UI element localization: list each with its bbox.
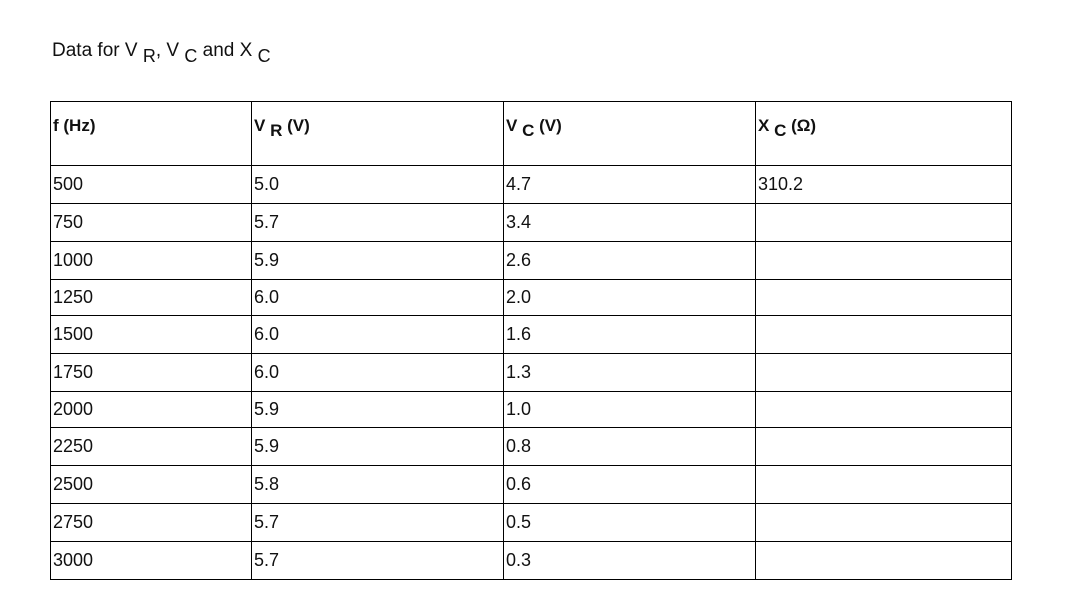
cell-vr: 5.7 bbox=[251, 503, 504, 542]
cell-vr: 5.7 bbox=[251, 203, 504, 242]
cell-frequency: 1500 bbox=[50, 315, 252, 354]
table-row: 3000 5.7 0.3 bbox=[50, 541, 1012, 580]
title-mid-1: , V bbox=[155, 40, 185, 61]
table-row: 2750 5.7 0.5 bbox=[50, 503, 1012, 542]
cell-vc: 1.6 bbox=[503, 315, 756, 354]
table-row: 2500 5.8 0.6 bbox=[50, 465, 1012, 504]
table-row: 750 5.7 3.4 bbox=[50, 203, 1012, 242]
cell-vc: 3.4 bbox=[503, 203, 756, 242]
cell-vc: 2.6 bbox=[503, 241, 756, 280]
header-vr-unit: (V) bbox=[282, 116, 310, 135]
table-row: 1250 6.0 2.0 bbox=[50, 279, 1012, 316]
header-xc-label: X bbox=[758, 116, 775, 135]
cell-xc bbox=[755, 353, 1012, 392]
header-vr: V R (V) bbox=[251, 101, 504, 166]
cell-xc bbox=[755, 503, 1012, 542]
table-row: 1750 6.0 1.3 bbox=[50, 353, 1012, 392]
cell-vc: 0.5 bbox=[503, 503, 756, 542]
cell-xc bbox=[755, 391, 1012, 428]
header-vr-subscript: R bbox=[270, 121, 283, 140]
header-frequency: f (Hz) bbox=[50, 101, 252, 166]
header-xc-subscript: C bbox=[774, 121, 787, 140]
data-table: f (Hz) V R (V) V C (V) X C (Ω) 500 5.0 4.7… bbox=[50, 101, 1012, 580]
cell-xc bbox=[755, 315, 1012, 354]
cell-xc bbox=[755, 203, 1012, 242]
header-frequency-label: f (Hz) bbox=[53, 116, 96, 135]
cell-vc: 0.3 bbox=[503, 541, 756, 580]
cell-frequency: 2500 bbox=[50, 465, 252, 504]
cell-vr: 6.0 bbox=[251, 353, 504, 392]
header-vc-label: V bbox=[506, 116, 523, 135]
cell-frequency: 3000 bbox=[50, 541, 252, 580]
header-vr-label: V bbox=[254, 116, 271, 135]
cell-xc bbox=[755, 279, 1012, 316]
table-row: 1000 5.9 2.6 bbox=[50, 241, 1012, 280]
cell-vc: 0.8 bbox=[503, 427, 756, 466]
cell-vr: 6.0 bbox=[251, 315, 504, 354]
page-title: Data for V R, V C and X C bbox=[52, 40, 271, 66]
header-xc: X C (Ω) bbox=[755, 101, 1012, 166]
cell-xc bbox=[755, 541, 1012, 580]
table-row: 2250 5.9 0.8 bbox=[50, 427, 1012, 466]
header-vc-subscript: C bbox=[522, 121, 535, 140]
cell-frequency: 750 bbox=[50, 203, 252, 242]
title-mid-2: and X bbox=[197, 40, 258, 61]
header-vc: V C (V) bbox=[503, 101, 756, 166]
cell-frequency: 1250 bbox=[50, 279, 252, 316]
cell-frequency: 500 bbox=[50, 165, 252, 204]
cell-frequency: 2750 bbox=[50, 503, 252, 542]
cell-frequency: 2250 bbox=[50, 427, 252, 466]
header-vc-unit: (V) bbox=[534, 116, 562, 135]
table-header-row: f (Hz) V R (V) V C (V) X C (Ω) bbox=[50, 101, 1012, 166]
title-subscript-r: R bbox=[142, 46, 156, 66]
table-row: 2000 5.9 1.0 bbox=[50, 391, 1012, 428]
cell-xc bbox=[755, 427, 1012, 466]
cell-xc bbox=[755, 241, 1012, 280]
cell-frequency: 1750 bbox=[50, 353, 252, 392]
cell-frequency: 2000 bbox=[50, 391, 252, 428]
cell-vc: 1.0 bbox=[503, 391, 756, 428]
cell-vr: 6.0 bbox=[251, 279, 504, 316]
cell-vr: 5.9 bbox=[251, 427, 504, 466]
cell-xc bbox=[755, 465, 1012, 504]
title-subscript-c-2: C bbox=[257, 46, 271, 66]
cell-frequency: 1000 bbox=[50, 241, 252, 280]
cell-vr: 5.7 bbox=[251, 541, 504, 580]
cell-vc: 2.0 bbox=[503, 279, 756, 316]
cell-vc: 0.6 bbox=[503, 465, 756, 504]
header-xc-unit: (Ω) bbox=[786, 116, 817, 135]
table-row: 1500 6.0 1.6 bbox=[50, 315, 1012, 354]
table-row: 500 5.0 4.7 310.2 bbox=[50, 165, 1012, 204]
cell-vc: 4.7 bbox=[503, 165, 756, 204]
cell-vr: 5.9 bbox=[251, 391, 504, 428]
cell-vr: 5.8 bbox=[251, 465, 504, 504]
title-subscript-c: C bbox=[184, 46, 198, 66]
cell-vr: 5.9 bbox=[251, 241, 504, 280]
cell-vc: 1.3 bbox=[503, 353, 756, 392]
cell-vr: 5.0 bbox=[251, 165, 504, 204]
cell-xc: 310.2 bbox=[755, 165, 1012, 204]
title-prefix: Data for V bbox=[52, 40, 143, 61]
